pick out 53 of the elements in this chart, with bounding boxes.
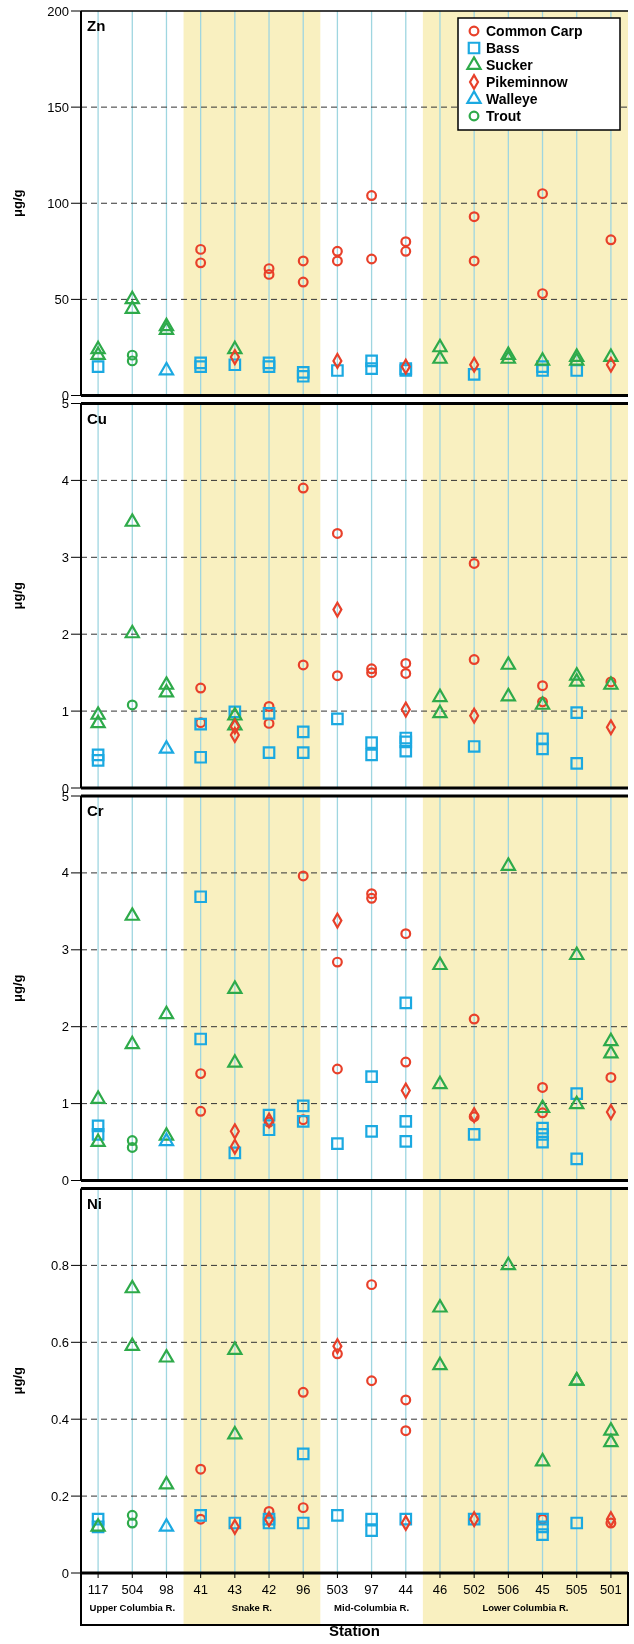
x-tick-label: 117 xyxy=(87,1582,109,1597)
chart-title: Cu xyxy=(87,409,107,427)
band-label: Snake R. xyxy=(231,1602,273,1613)
x-tick-label: 98 xyxy=(159,1582,174,1597)
y-tick-label: 3 xyxy=(61,942,69,958)
band-label: Lower Columbia R. xyxy=(482,1602,569,1613)
x-tick-label: 96 xyxy=(295,1582,311,1597)
y-axis-title: μg/g xyxy=(10,974,25,1002)
y-tick-label: 100 xyxy=(47,195,69,211)
x-tick-label: 502 xyxy=(463,1582,486,1597)
y-tick-label: 4 xyxy=(61,472,69,488)
y-tick-label: 0.4 xyxy=(50,1411,69,1427)
y-axis-title: μg/g xyxy=(10,189,25,217)
x-tick-label: 501 xyxy=(600,1582,622,1597)
x-tick-label: 46 xyxy=(432,1582,448,1597)
y-tick-label: 0 xyxy=(61,1173,69,1189)
y-tick-label: 200 xyxy=(47,3,69,19)
text: Mid-Columbia R. xyxy=(334,1602,410,1613)
y-axis-title: μg/g xyxy=(10,581,25,610)
y-axis-title: μg/g xyxy=(10,1366,25,1395)
x-tick-label: 44 xyxy=(398,1582,414,1597)
y-tick-label: 0.6 xyxy=(50,1334,69,1350)
y-tick-label: 3 xyxy=(61,549,69,565)
y-tick-label: 1 xyxy=(61,1096,69,1112)
x-tick-label: 505 xyxy=(565,1582,588,1597)
y-tick-label: 2 xyxy=(61,626,69,642)
legend-label: Common Carp xyxy=(486,22,583,39)
chart-title: Zn xyxy=(87,17,106,34)
legend-label: Walleye xyxy=(486,90,538,107)
x-tick-label: 41 xyxy=(193,1582,208,1597)
chart-title: Cr xyxy=(87,802,104,819)
y-tick-label: 0 xyxy=(61,1565,69,1581)
y-tick-label: 0.2 xyxy=(50,1488,69,1504)
text: Upper Columbia R. xyxy=(89,1602,176,1613)
x-tick-label: 43 xyxy=(227,1582,243,1597)
x-tick-label: 504 xyxy=(121,1582,144,1597)
y-tick-label: 0.8 xyxy=(50,1257,69,1273)
chart-title: Ni xyxy=(87,1194,102,1212)
x-tick-label: 97 xyxy=(364,1582,379,1597)
y-tick-label: 150 xyxy=(47,99,69,115)
legend-label: Pikeminnow xyxy=(486,73,568,90)
x-tick-label: 42 xyxy=(261,1582,277,1597)
x-tick-label: 503 xyxy=(326,1582,349,1597)
legend-label: Bass xyxy=(486,39,520,56)
legend-label: Trout xyxy=(486,107,522,124)
x-axis-title: Station xyxy=(329,1622,380,1639)
legend-label: Sucker xyxy=(486,56,534,73)
x-tick-label: 45 xyxy=(535,1582,550,1597)
y-tick-label: 1 xyxy=(61,703,69,719)
y-tick-label: 50 xyxy=(54,291,69,307)
y-tick-label: 4 xyxy=(61,865,69,881)
y-tick-label: 2 xyxy=(61,1019,69,1035)
x-tick-label: 506 xyxy=(497,1582,520,1597)
